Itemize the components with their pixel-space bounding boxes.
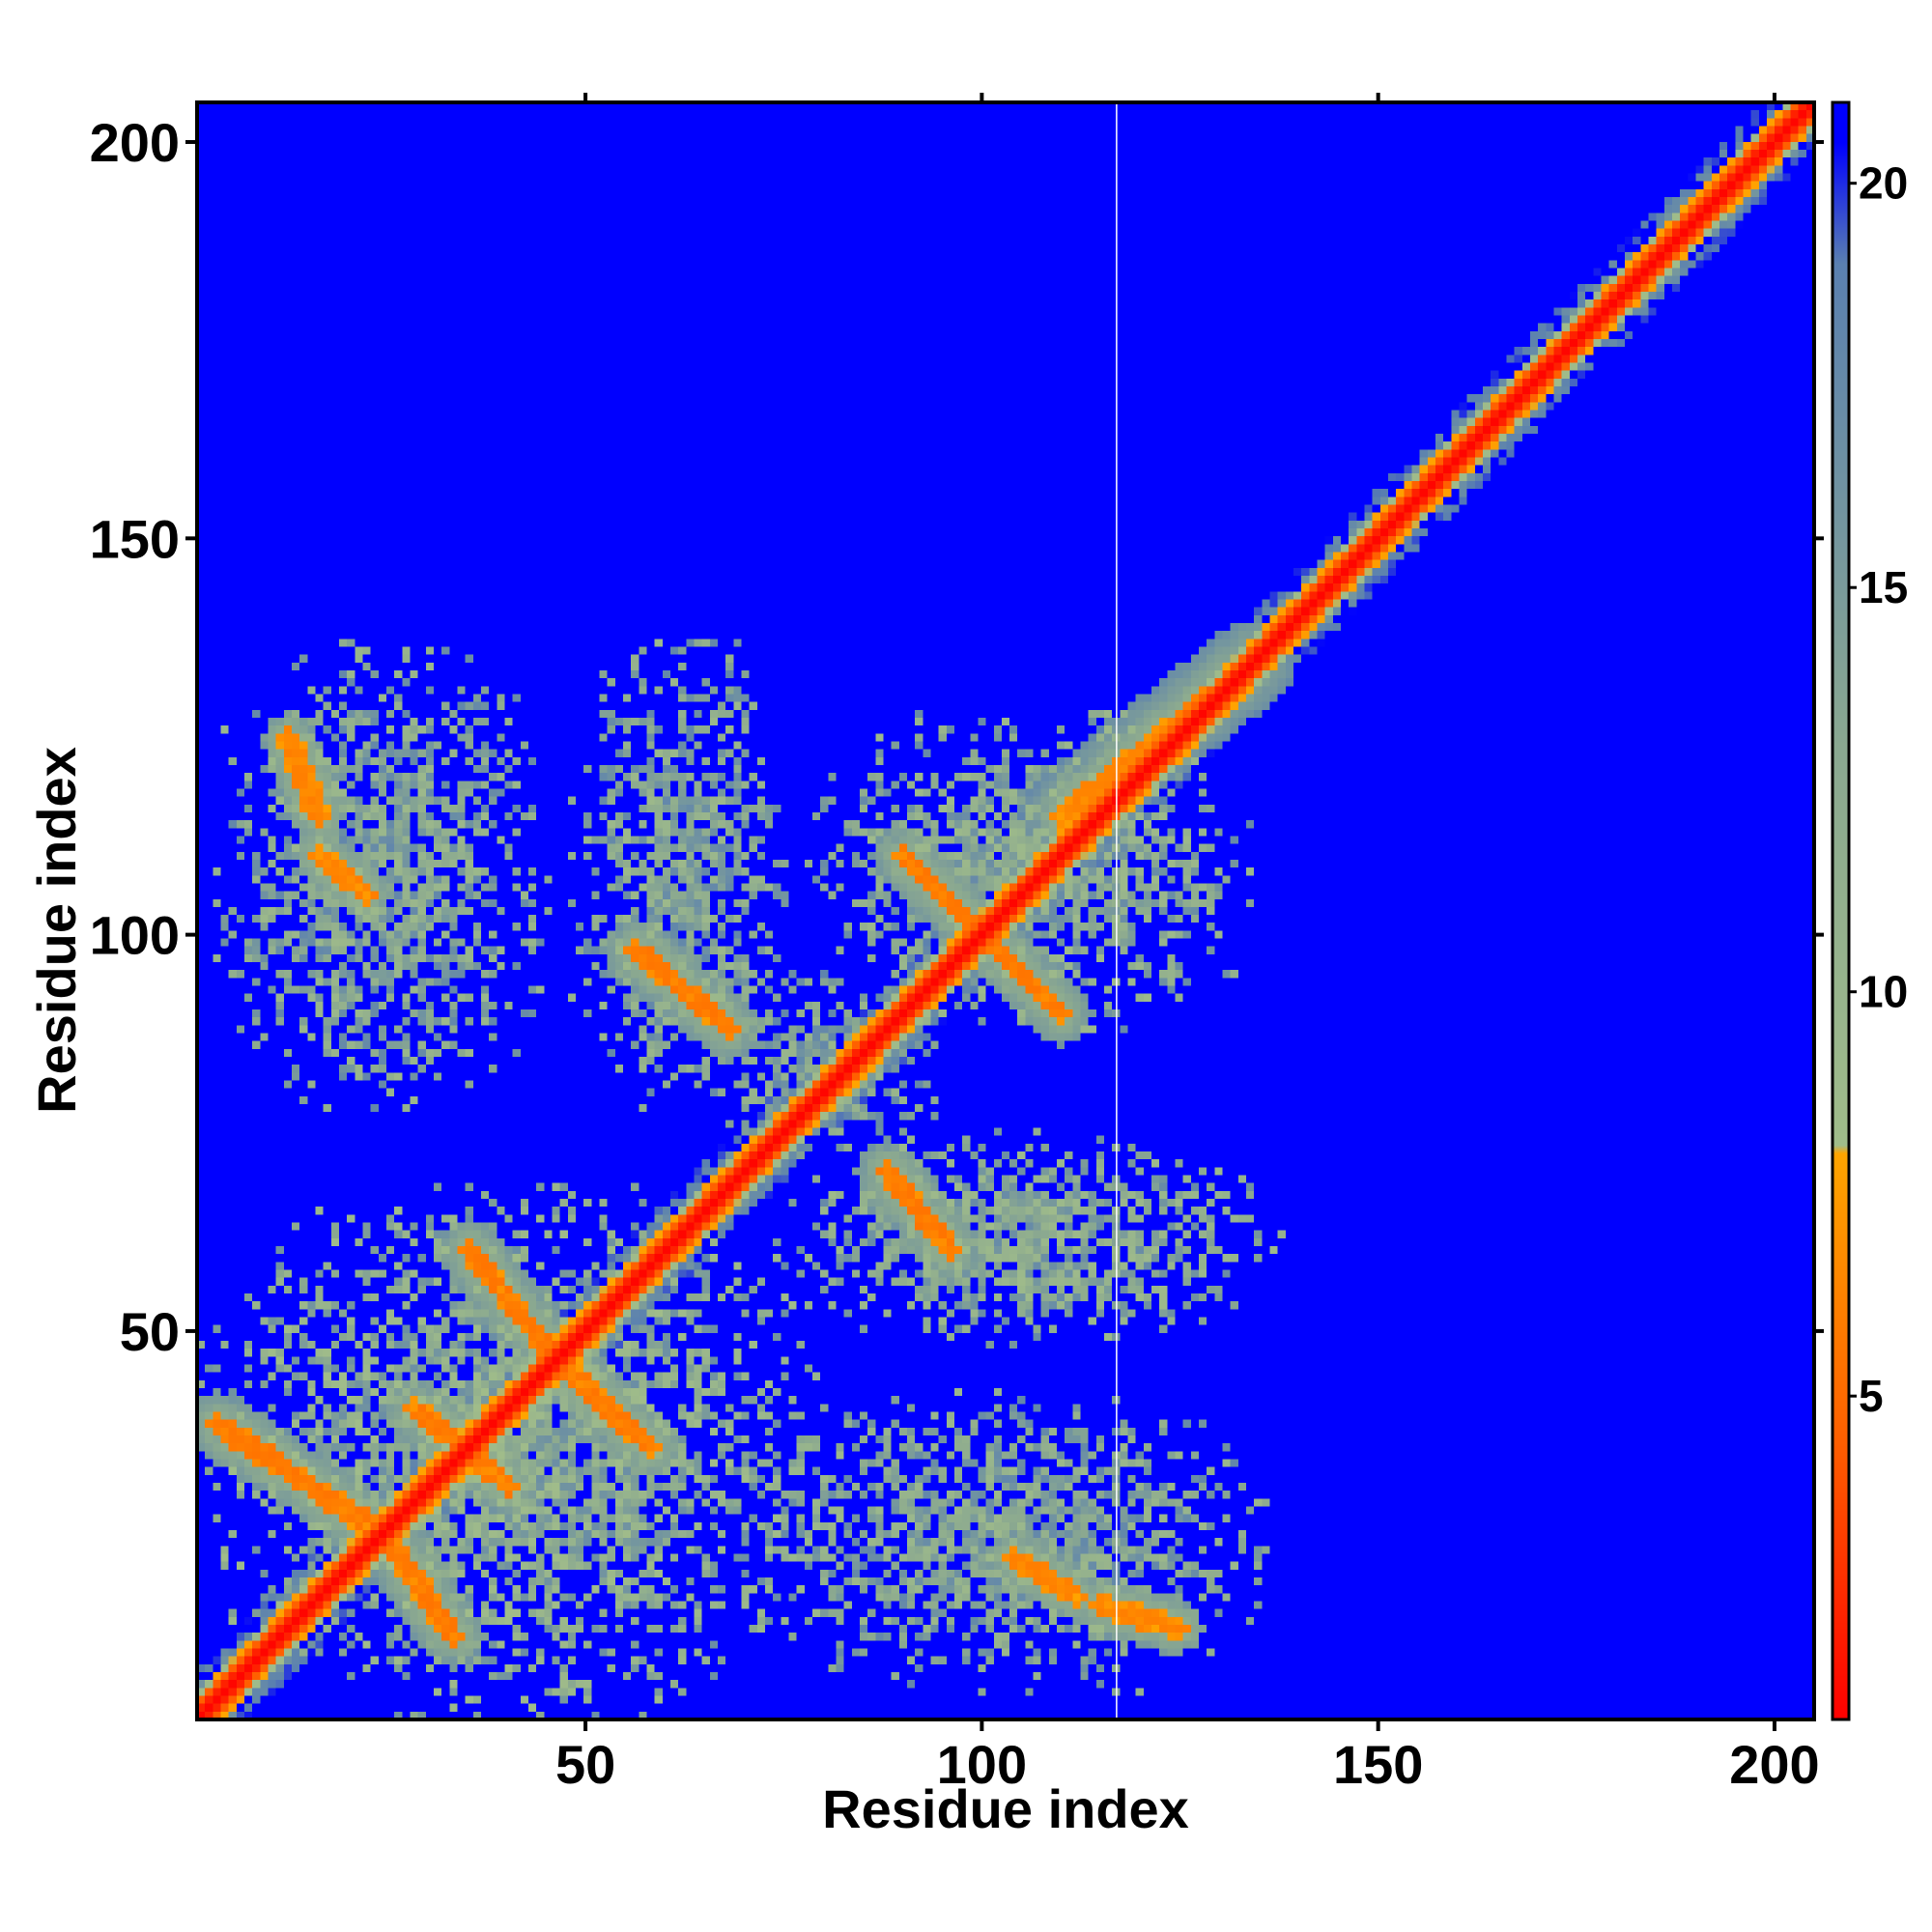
x-tick-label: 200 xyxy=(1729,1734,1819,1795)
y-tick-label: 200 xyxy=(90,112,180,173)
heatmap-image xyxy=(197,102,1814,1719)
y-tick-label: 100 xyxy=(90,905,180,966)
plot-frame xyxy=(195,100,1816,1721)
colorbar-tick-label: 20 xyxy=(1859,158,1908,209)
axes: 50 100 150 200 50 100 150 200 xyxy=(90,93,1824,1795)
x-tick-label: 150 xyxy=(1333,1734,1423,1795)
colorbar-ticks: 5 10 15 20 xyxy=(1849,158,1908,1421)
colorbar xyxy=(1831,100,1851,1721)
y-tick-label: 50 xyxy=(120,1301,180,1362)
y-tick-label: 150 xyxy=(90,508,180,569)
x-tick-label: 100 xyxy=(937,1734,1027,1795)
colorbar-tick-label: 5 xyxy=(1859,1371,1884,1421)
y-axis-title: Residue index xyxy=(26,747,87,1114)
x-tick-label: 50 xyxy=(555,1734,615,1795)
colorbar-tick-label: 15 xyxy=(1859,562,1908,612)
x-axis-title: Residue index xyxy=(822,1778,1189,1839)
heatmap xyxy=(197,102,1814,1719)
colorbar-tick-label: 10 xyxy=(1859,967,1908,1017)
